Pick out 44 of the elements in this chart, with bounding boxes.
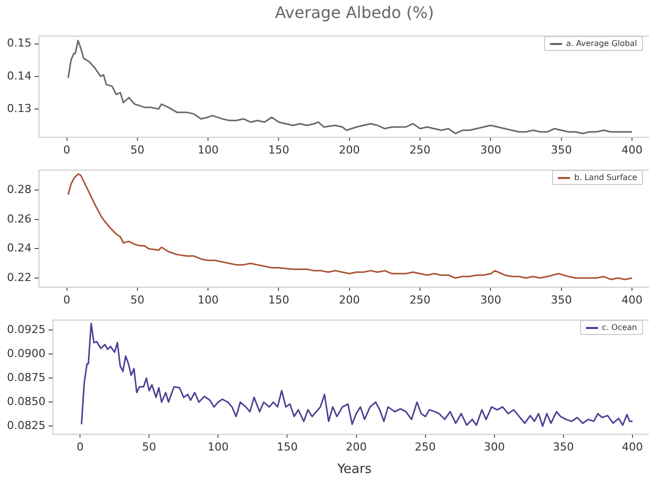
x-tick-label: 350 xyxy=(552,440,574,454)
x-tick-label: 250 xyxy=(410,293,431,306)
x-tick-label: 400 xyxy=(622,293,643,306)
y-tick-label: 0.24 xyxy=(6,242,32,255)
y-tick-label: 0.0900 xyxy=(6,347,46,360)
x-tick-label: 50 xyxy=(142,440,156,454)
legend-label: a. Average Global xyxy=(566,39,637,48)
x-tick-label: 350 xyxy=(550,143,572,156)
legend-label: c. Ocean xyxy=(602,323,637,332)
x-tick-label: 400 xyxy=(622,143,643,156)
x-tick-label: 100 xyxy=(208,440,229,454)
y-tick-label: 0.0925 xyxy=(6,323,46,336)
x-tick-label: 50 xyxy=(130,293,144,306)
x-tick-label: 350 xyxy=(550,293,572,306)
chart-title: Average Albedo (%) xyxy=(274,2,435,24)
x-tick-label: 200 xyxy=(338,143,360,156)
x-axis-title: Years xyxy=(336,462,373,477)
x-tick-label: 250 xyxy=(410,143,431,156)
y-tick-label: 0.0875 xyxy=(6,371,46,384)
x-tick-label: 200 xyxy=(338,293,360,306)
x-tick-label: 150 xyxy=(268,143,290,156)
legend-label: b. Land Surface xyxy=(574,173,637,182)
x-tick-label: 300 xyxy=(480,293,502,306)
x-tick-label: 0 xyxy=(63,143,70,156)
y-tick-label: 0.0825 xyxy=(6,418,46,432)
y-tick-label: 0.28 xyxy=(6,182,32,196)
y-tick-label: 0.22 xyxy=(6,270,32,284)
x-tick-label: 400 xyxy=(622,440,643,454)
x-tick-label: 0 xyxy=(76,440,84,454)
x-tick-label: 150 xyxy=(276,440,298,454)
x-tick-label: 200 xyxy=(346,440,367,454)
x-tick-label: 250 xyxy=(414,440,436,454)
y-tick-label: 0.13 xyxy=(6,102,32,115)
x-tick-label: 50 xyxy=(130,143,144,156)
x-tick-label: 150 xyxy=(268,293,290,306)
x-tick-label: 300 xyxy=(484,440,505,454)
y-tick-label: 0.14 xyxy=(6,69,32,82)
x-tick-label: 100 xyxy=(198,143,219,156)
y-tick-label: 0.0850 xyxy=(6,394,46,408)
x-tick-label: 300 xyxy=(480,143,502,156)
y-tick-label: 0.26 xyxy=(6,212,32,226)
x-tick-label: 100 xyxy=(198,293,219,306)
x-tick-label: 0 xyxy=(63,293,70,306)
y-tick-label: 0.15 xyxy=(6,36,32,50)
